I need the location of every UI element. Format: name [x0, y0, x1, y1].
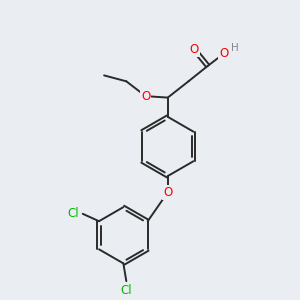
- Text: H: H: [231, 43, 239, 53]
- Text: Cl: Cl: [68, 207, 79, 220]
- Text: O: O: [141, 90, 150, 103]
- Text: Cl: Cl: [121, 284, 132, 297]
- Text: O: O: [163, 186, 172, 199]
- Text: O: O: [190, 43, 199, 56]
- Text: O: O: [219, 47, 229, 60]
